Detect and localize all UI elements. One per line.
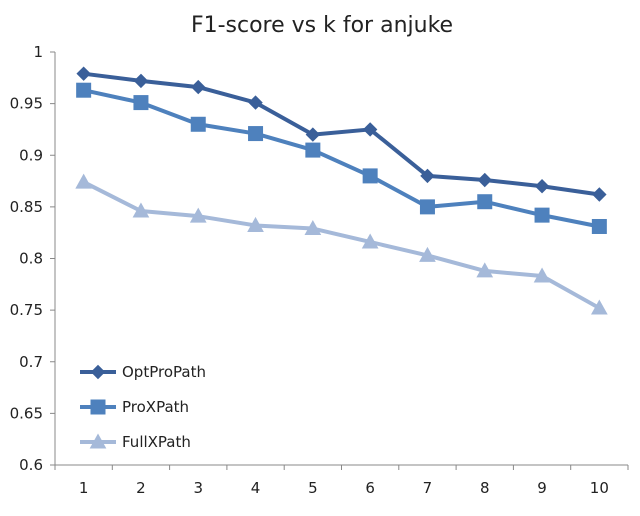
y-tick-label: 0.75: [10, 301, 43, 319]
data-point-optpropath: [592, 187, 607, 202]
chart-title: F1-score vs k for anjuke: [191, 13, 453, 38]
y-tick-label: 0.85: [10, 198, 43, 216]
data-point-proxpath: [305, 142, 321, 158]
data-point-fullxpath: [189, 207, 207, 223]
data-point-proxpath: [190, 116, 206, 132]
x-tick-label: 1: [79, 479, 89, 497]
x-tick-label: 2: [136, 479, 146, 497]
legend-marker-fullxpath: [89, 433, 107, 449]
data-point-optpropath: [420, 168, 435, 184]
x-tick-label: 4: [251, 479, 261, 497]
y-tick-label: 0.7: [19, 353, 43, 371]
data-point-fullxpath: [419, 246, 436, 262]
y-tick-label: 0.95: [10, 95, 43, 113]
data-point-optpropath: [534, 179, 550, 194]
data-point-optpropath: [191, 79, 206, 95]
y-tick-label: 0.6: [19, 456, 43, 474]
data-point-fullxpath: [132, 202, 150, 218]
data-point-fullxpath: [361, 233, 379, 249]
data-point-proxpath: [419, 199, 435, 215]
data-point-optpropath: [248, 95, 263, 110]
data-point-optpropath: [477, 172, 492, 188]
data-point-fullxpath: [476, 262, 494, 278]
series-markers: [75, 66, 608, 315]
data-point-proxpath: [534, 207, 550, 223]
y-tick-label: 0.9: [19, 146, 43, 164]
axes: 0.6 0.65 0.7 0.75 0.8 0.85 0.9 0.95 1 1 2 3 4 5 6 7 8 9 10: [10, 43, 629, 497]
x-tick-label: 7: [423, 479, 433, 497]
y-tick-label: 0.8: [19, 250, 43, 268]
data-point-proxpath: [133, 95, 149, 111]
data-point-fullxpath: [247, 216, 264, 232]
x-tick-label: 5: [308, 479, 318, 497]
data-point-fullxpath: [533, 267, 551, 283]
series-line-proxpath: [83, 88, 600, 229]
x-tick-label: 3: [193, 479, 203, 497]
data-point-fullxpath: [75, 173, 92, 189]
data-point-proxpath: [591, 218, 607, 234]
data-point-optpropath: [76, 66, 91, 81]
data-point-proxpath: [76, 82, 92, 98]
legend: OptProPath ProXPath FullXPath: [80, 363, 206, 451]
legend-marker-optpropath: [90, 364, 106, 380]
data-point-optpropath: [362, 122, 378, 137]
legend-marker-proxpath: [90, 399, 106, 415]
series-line-fullxpath: [82, 180, 601, 310]
data-point-fullxpath: [591, 299, 608, 315]
x-tick-label: 6: [365, 479, 375, 497]
legend-label-proxpath: ProXPath: [122, 398, 189, 416]
data-point-proxpath: [362, 168, 378, 184]
y-tick-label: 0.65: [10, 404, 43, 422]
legend-label-fullxpath: FullXPath: [122, 433, 191, 451]
data-point-proxpath: [248, 126, 264, 142]
series-line-optpropath: [83, 71, 600, 197]
legend-label-optpropath: OptProPath: [122, 363, 206, 381]
data-point-proxpath: [477, 194, 493, 210]
data-point-fullxpath: [304, 220, 322, 236]
y-tick-label: 1: [33, 43, 43, 61]
data-point-optpropath: [133, 73, 149, 89]
x-tick-label: 10: [590, 479, 609, 497]
data-point-optpropath: [305, 127, 321, 142]
x-tick-label: 9: [537, 479, 547, 497]
x-tick-label: 8: [480, 479, 490, 497]
series-lines: [82, 71, 601, 310]
